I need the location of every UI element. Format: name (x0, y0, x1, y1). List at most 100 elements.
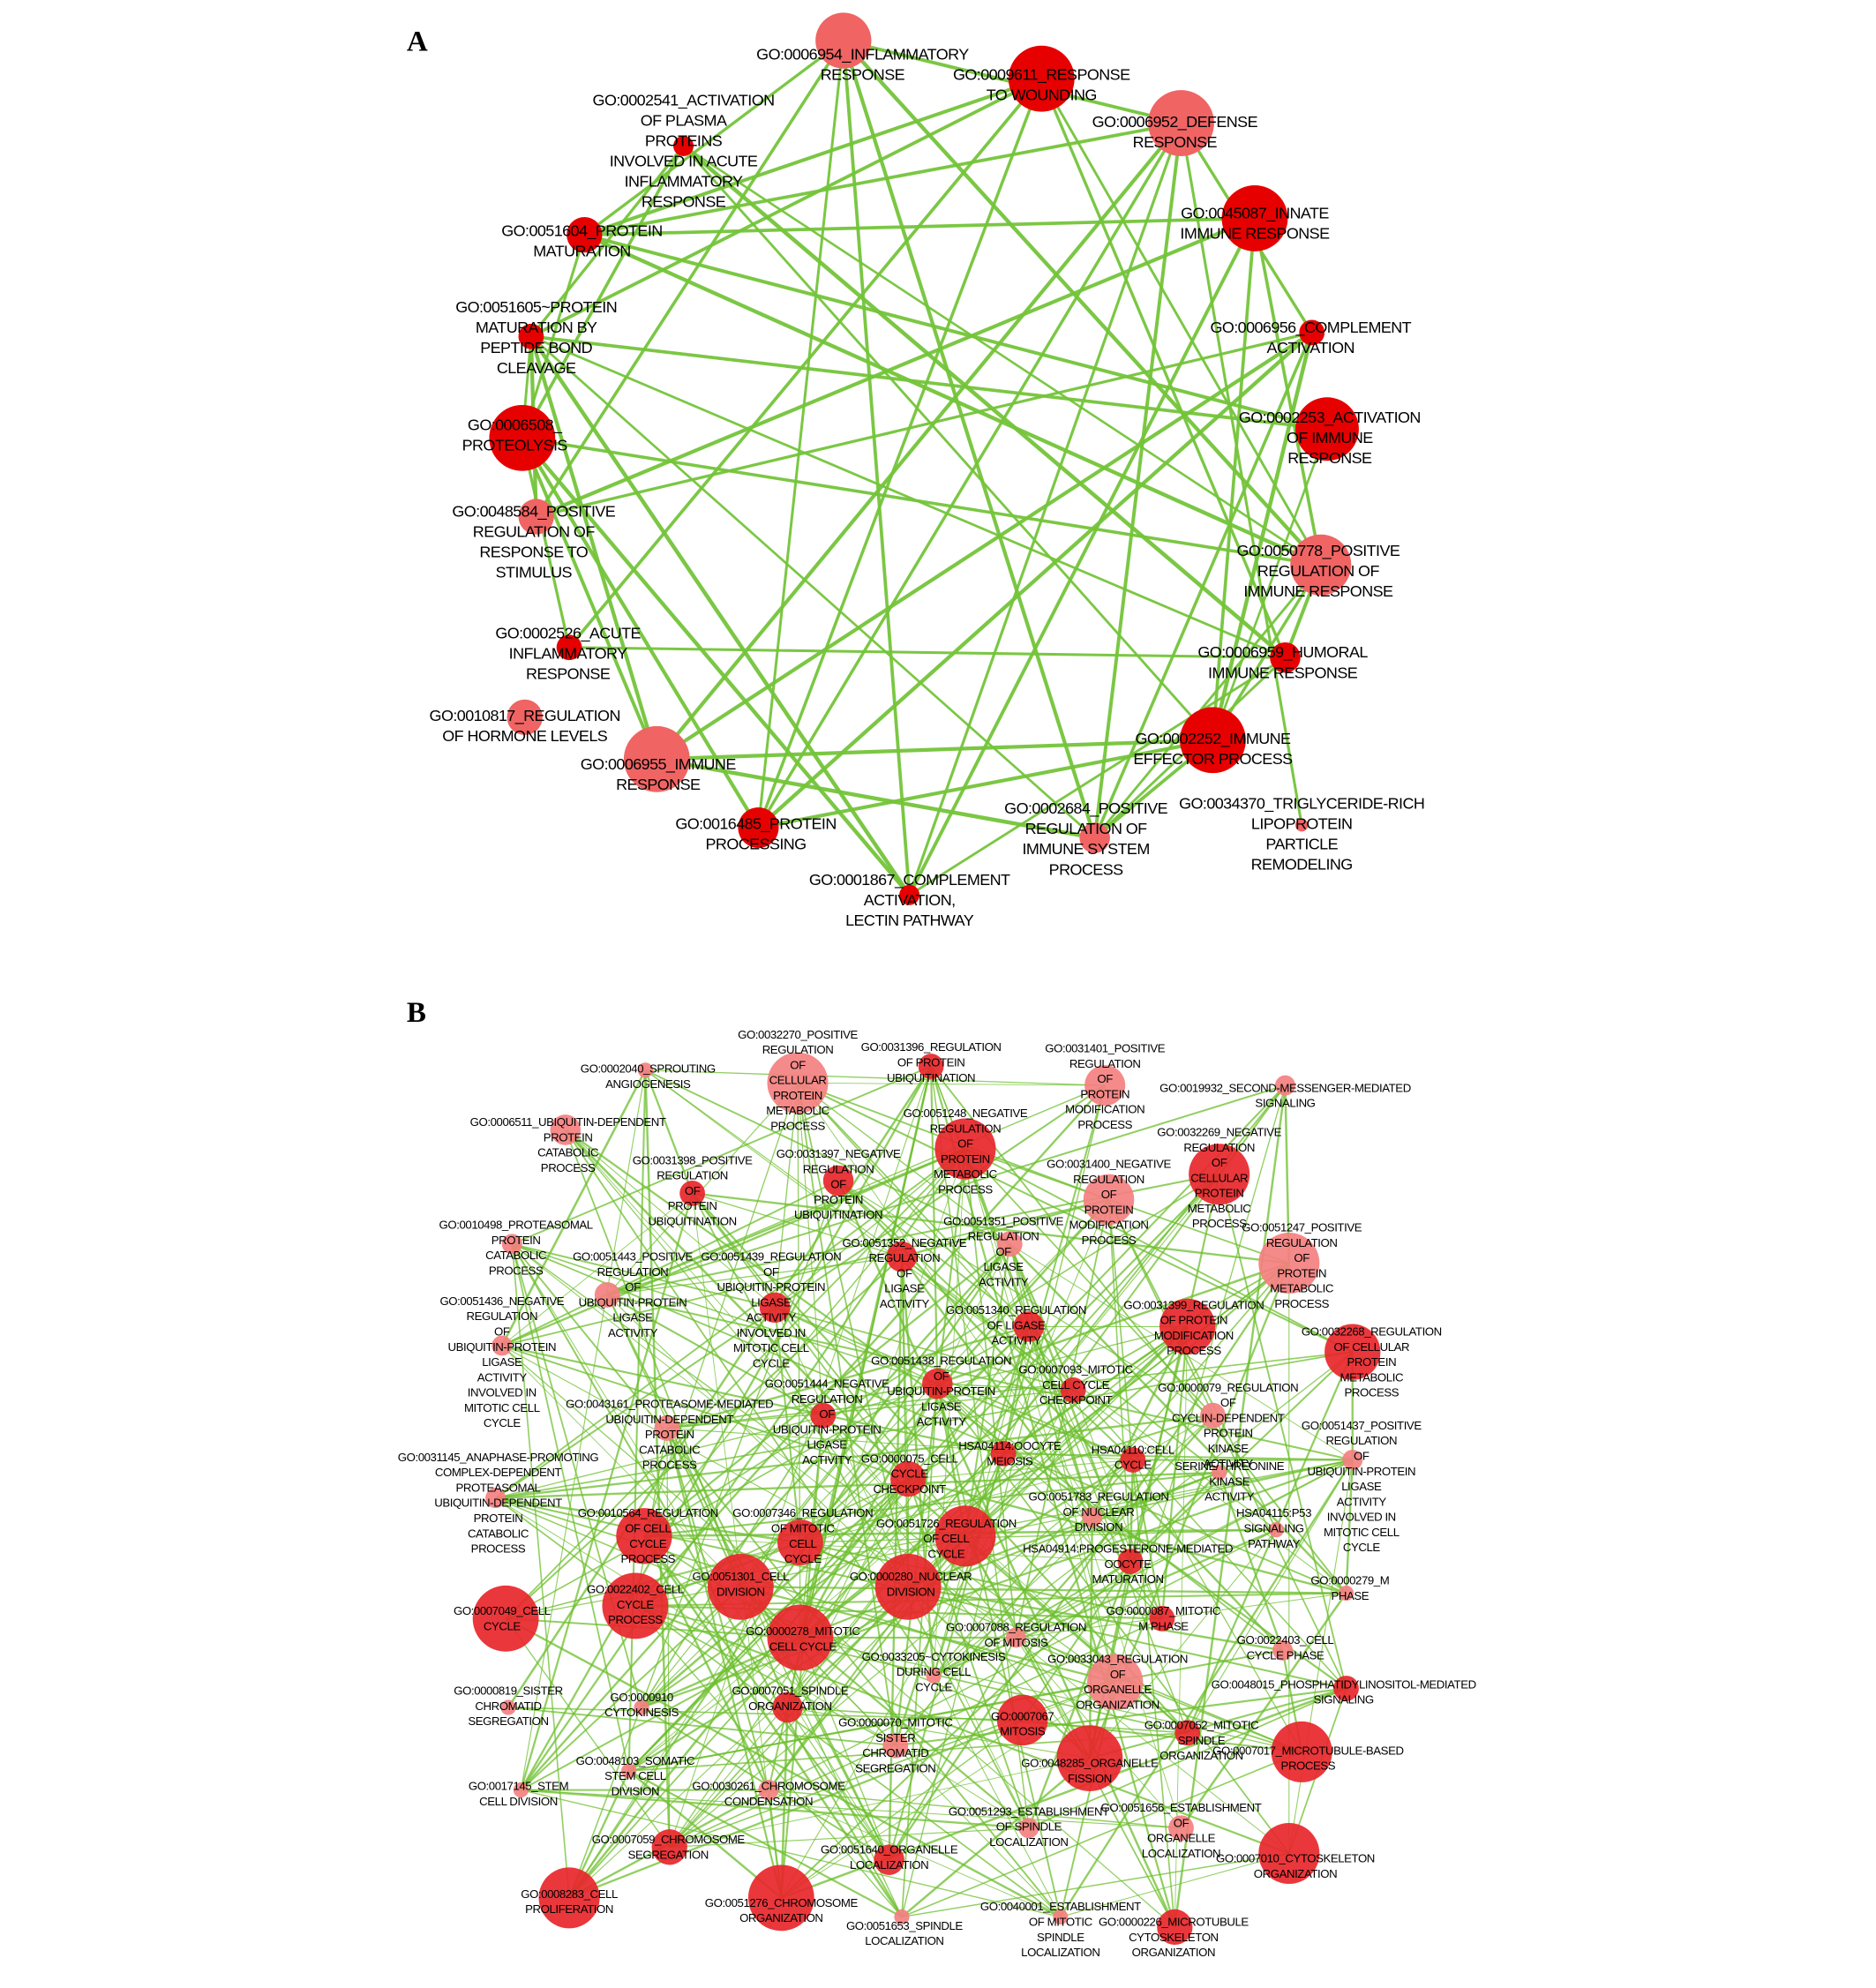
node (874, 1844, 904, 1875)
edge (1089, 1529, 1277, 1759)
label-line: REGULATION (1069, 1057, 1141, 1070)
node-label: GO:0007088_REGULATION OF MITOSIS (946, 1621, 1086, 1649)
edge (507, 1707, 1023, 1722)
label-line: SERINE/THREONINE (1174, 1459, 1284, 1473)
node (654, 1415, 680, 1441)
label-line: OF MITOSIS (985, 1636, 1048, 1649)
label-line: RESPONSE (1133, 133, 1218, 151)
label-line: LOCALIZATION (1142, 1847, 1220, 1860)
node (918, 1054, 944, 1079)
label-line: CYTOSKELETON (1129, 1931, 1219, 1944)
label-line: PROCESS (1274, 1297, 1329, 1310)
node-label: GO:0051293_ESTABLISHMENT OF SPINDLE LOCALI… (949, 1804, 1109, 1849)
edge (666, 1383, 938, 1429)
edge (691, 1192, 909, 1480)
label-line: OF NUCLEAR (1063, 1505, 1135, 1519)
label-line: IMMUNE RESPONSE (1243, 582, 1393, 600)
node (1221, 185, 1288, 251)
edge (739, 1586, 897, 1746)
label-line: ACTIVATION (1267, 339, 1354, 356)
label-line: GO:0006959_HUMORAL (1197, 643, 1368, 662)
edge (964, 1243, 1011, 1536)
label-line: INVOLVED IN (737, 1326, 806, 1339)
label-line: REGULATION OF (1025, 820, 1148, 837)
label-line: OF SPINDLE (996, 1820, 1062, 1834)
node-label: GO:0051605~PROTEIN MATURATION BY PEPTIDE B… (455, 298, 617, 377)
edge (643, 1535, 1130, 1563)
edge (888, 1262, 1290, 1861)
label-line: GO:0051605~PROTEIN (455, 298, 617, 316)
edge (628, 1681, 1115, 1772)
edge (691, 1192, 1030, 1829)
label-line: GO:0000079_REGULATION (1158, 1381, 1298, 1394)
label-line: INFLAMMATORY (509, 645, 627, 663)
edge (501, 1180, 839, 1347)
edge (682, 145, 1214, 741)
edge (511, 1243, 630, 1772)
label-line: DURING CELL (897, 1665, 971, 1678)
label-line: ORGANELLE (1084, 1683, 1152, 1696)
node-label: GO:0008283_CELL PROLIFERATION (521, 1887, 618, 1916)
edge (682, 145, 1322, 566)
label-line: CYCLE (927, 1547, 965, 1560)
label-line: SIGNALING (1314, 1693, 1374, 1707)
edge (495, 1148, 966, 1499)
edge (1009, 1243, 1132, 1563)
label-line: OF (830, 1178, 846, 1191)
edge (505, 1148, 966, 1619)
node (759, 1292, 791, 1324)
edge (606, 1294, 1353, 1461)
node-label: HSA04110:CELL CYCLE (1092, 1443, 1174, 1471)
node (707, 1553, 774, 1620)
label-line: CELL (789, 1537, 816, 1550)
edge (627, 1770, 783, 1899)
edge (644, 1069, 671, 1848)
label-line: GO:0051436_NEGATIVE (439, 1294, 564, 1308)
label-line: RESPONSE (526, 665, 611, 683)
node-label: GO:0002526_ACUTE INFLAMMATORY RESPONSE (495, 625, 641, 683)
label-line: GO:0007067 (991, 1709, 1054, 1722)
edge (936, 1383, 1284, 1651)
label-line: REGULATION (657, 1169, 728, 1182)
edge (1129, 1326, 1189, 1562)
node (1082, 1506, 1103, 1527)
label-line: METABOLIC (1340, 1370, 1404, 1384)
edge (505, 1617, 1062, 1918)
label-line: PROCESS (1077, 1118, 1132, 1131)
edge (666, 1325, 1030, 1429)
label-line: PROTEIN (814, 1193, 863, 1206)
edge (501, 1345, 1175, 1928)
label-line: STIMULUS (496, 564, 573, 581)
label-line: GO:0006956_COMPLEMENT (1210, 319, 1411, 337)
node-label: GO:0007067 MITOSIS (991, 1709, 1054, 1737)
label-line: GO:0051640_ORGANELLE (821, 1842, 958, 1856)
node-label: GO:0000819_SISTER CHROMATID SEGREGATION (454, 1684, 562, 1729)
edge (964, 1148, 1030, 1327)
label-line: OF CELL (625, 1522, 671, 1535)
label-line: MATURATION (533, 243, 630, 260)
label-line: ORGANIZATION (748, 1699, 831, 1713)
label-line: GO:0019932_SECOND-MESSENGER-MEDIATED (1159, 1081, 1411, 1094)
edge (936, 1383, 1134, 1461)
edge (787, 1707, 1188, 1734)
edge (907, 1586, 1091, 1759)
node (679, 1180, 705, 1206)
label-line: OF MITOTIC (771, 1522, 836, 1535)
edge (799, 1528, 1277, 1543)
node-label: GO:0000087_MITOTIC M PHASE (1107, 1604, 1221, 1632)
node-label: GO:0001867_COMPLEMENT ACTIVATION, LECTIN P… (809, 871, 1010, 929)
label-line: PROTEASOMAL (456, 1481, 541, 1494)
label-line: PROCESS (620, 1552, 675, 1565)
edge (530, 77, 1043, 338)
label-line: GO:0051352_NEGATIVE (843, 1236, 967, 1249)
label-line: ACTIVITY (991, 1334, 1041, 1347)
node (637, 1062, 654, 1078)
label-line: SISTER (875, 1731, 915, 1744)
edge (837, 1180, 1176, 1928)
label-line: OF (625, 1280, 641, 1294)
edge (895, 1687, 1347, 1747)
label-line: REGULATION (869, 1251, 941, 1264)
label-line: CYCLE (784, 1552, 822, 1565)
label-line: GO:0032269_NEGATIVE (1157, 1126, 1281, 1139)
node (1294, 818, 1309, 832)
